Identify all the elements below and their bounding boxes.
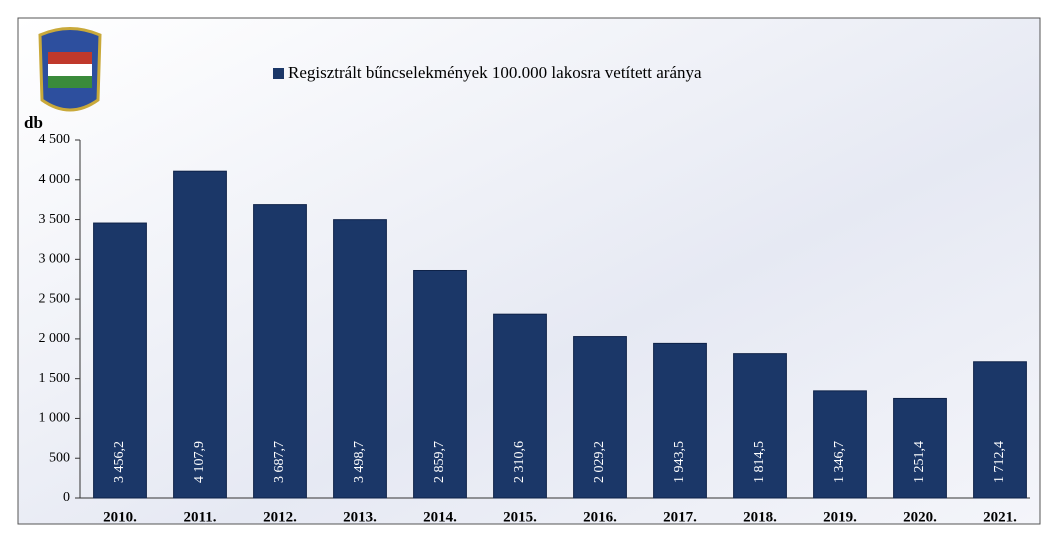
x-tick-label: 2015. <box>503 509 537 525</box>
y-tick-label: 0 <box>63 490 70 505</box>
y-tick-label: 1 500 <box>39 371 71 386</box>
y-tick-label: 500 <box>49 450 70 465</box>
value-label: 2 029,2 <box>592 441 607 483</box>
value-label: 3 498,7 <box>352 441 367 483</box>
x-tick-label: 2016. <box>583 509 617 525</box>
value-label: 1 346,7 <box>832 441 847 483</box>
x-tick-label: 2011. <box>184 509 217 525</box>
value-label: 1 814,5 <box>752 441 767 483</box>
x-tick-label: 2017. <box>663 509 697 525</box>
value-label: 3 687,7 <box>272 441 287 483</box>
x-tick-label: 2012. <box>263 509 297 525</box>
y-tick-label: 4 500 <box>39 132 71 147</box>
logo <box>40 29 100 111</box>
value-label: 1 251,4 <box>912 441 927 483</box>
x-tick-label: 2013. <box>343 509 377 525</box>
chart: db 0 500 1 000 1 500 2 000 2 500 3 000 3 500 4 0… <box>0 0 1058 541</box>
x-tick-label: 2010. <box>103 509 137 525</box>
x-tick-label: 2019. <box>823 509 857 525</box>
value-label: 1 712,4 <box>992 441 1007 483</box>
y-tick-label: 3 000 <box>39 252 71 267</box>
y-tick-label: 3 500 <box>39 212 71 227</box>
value-label: 3 456,2 <box>112 441 127 483</box>
value-label: 1 943,5 <box>672 441 687 483</box>
legend-swatch <box>273 68 284 79</box>
y-tick-label: 4 000 <box>39 172 71 187</box>
value-label: 2 859,7 <box>432 441 447 483</box>
value-label: 2 310,6 <box>512 441 527 483</box>
y-axis-label: db <box>24 113 43 132</box>
x-tick-label: 2018. <box>743 509 777 525</box>
x-tick-label: 2021. <box>983 509 1017 525</box>
value-label: 4 107,9 <box>192 441 207 483</box>
x-tick-label: 2020. <box>903 509 937 525</box>
page: {"chart_data": {"type": "bar", "y_label"… <box>0 0 1058 541</box>
y-tick-label: 1 000 <box>39 411 71 426</box>
legend-label: Regisztrált bűncselekmények 100.000 lako… <box>288 63 702 82</box>
y-tick-label: 2 500 <box>39 291 71 306</box>
x-tick-label: 2014. <box>423 509 457 525</box>
y-tick-label: 2 000 <box>39 331 71 346</box>
